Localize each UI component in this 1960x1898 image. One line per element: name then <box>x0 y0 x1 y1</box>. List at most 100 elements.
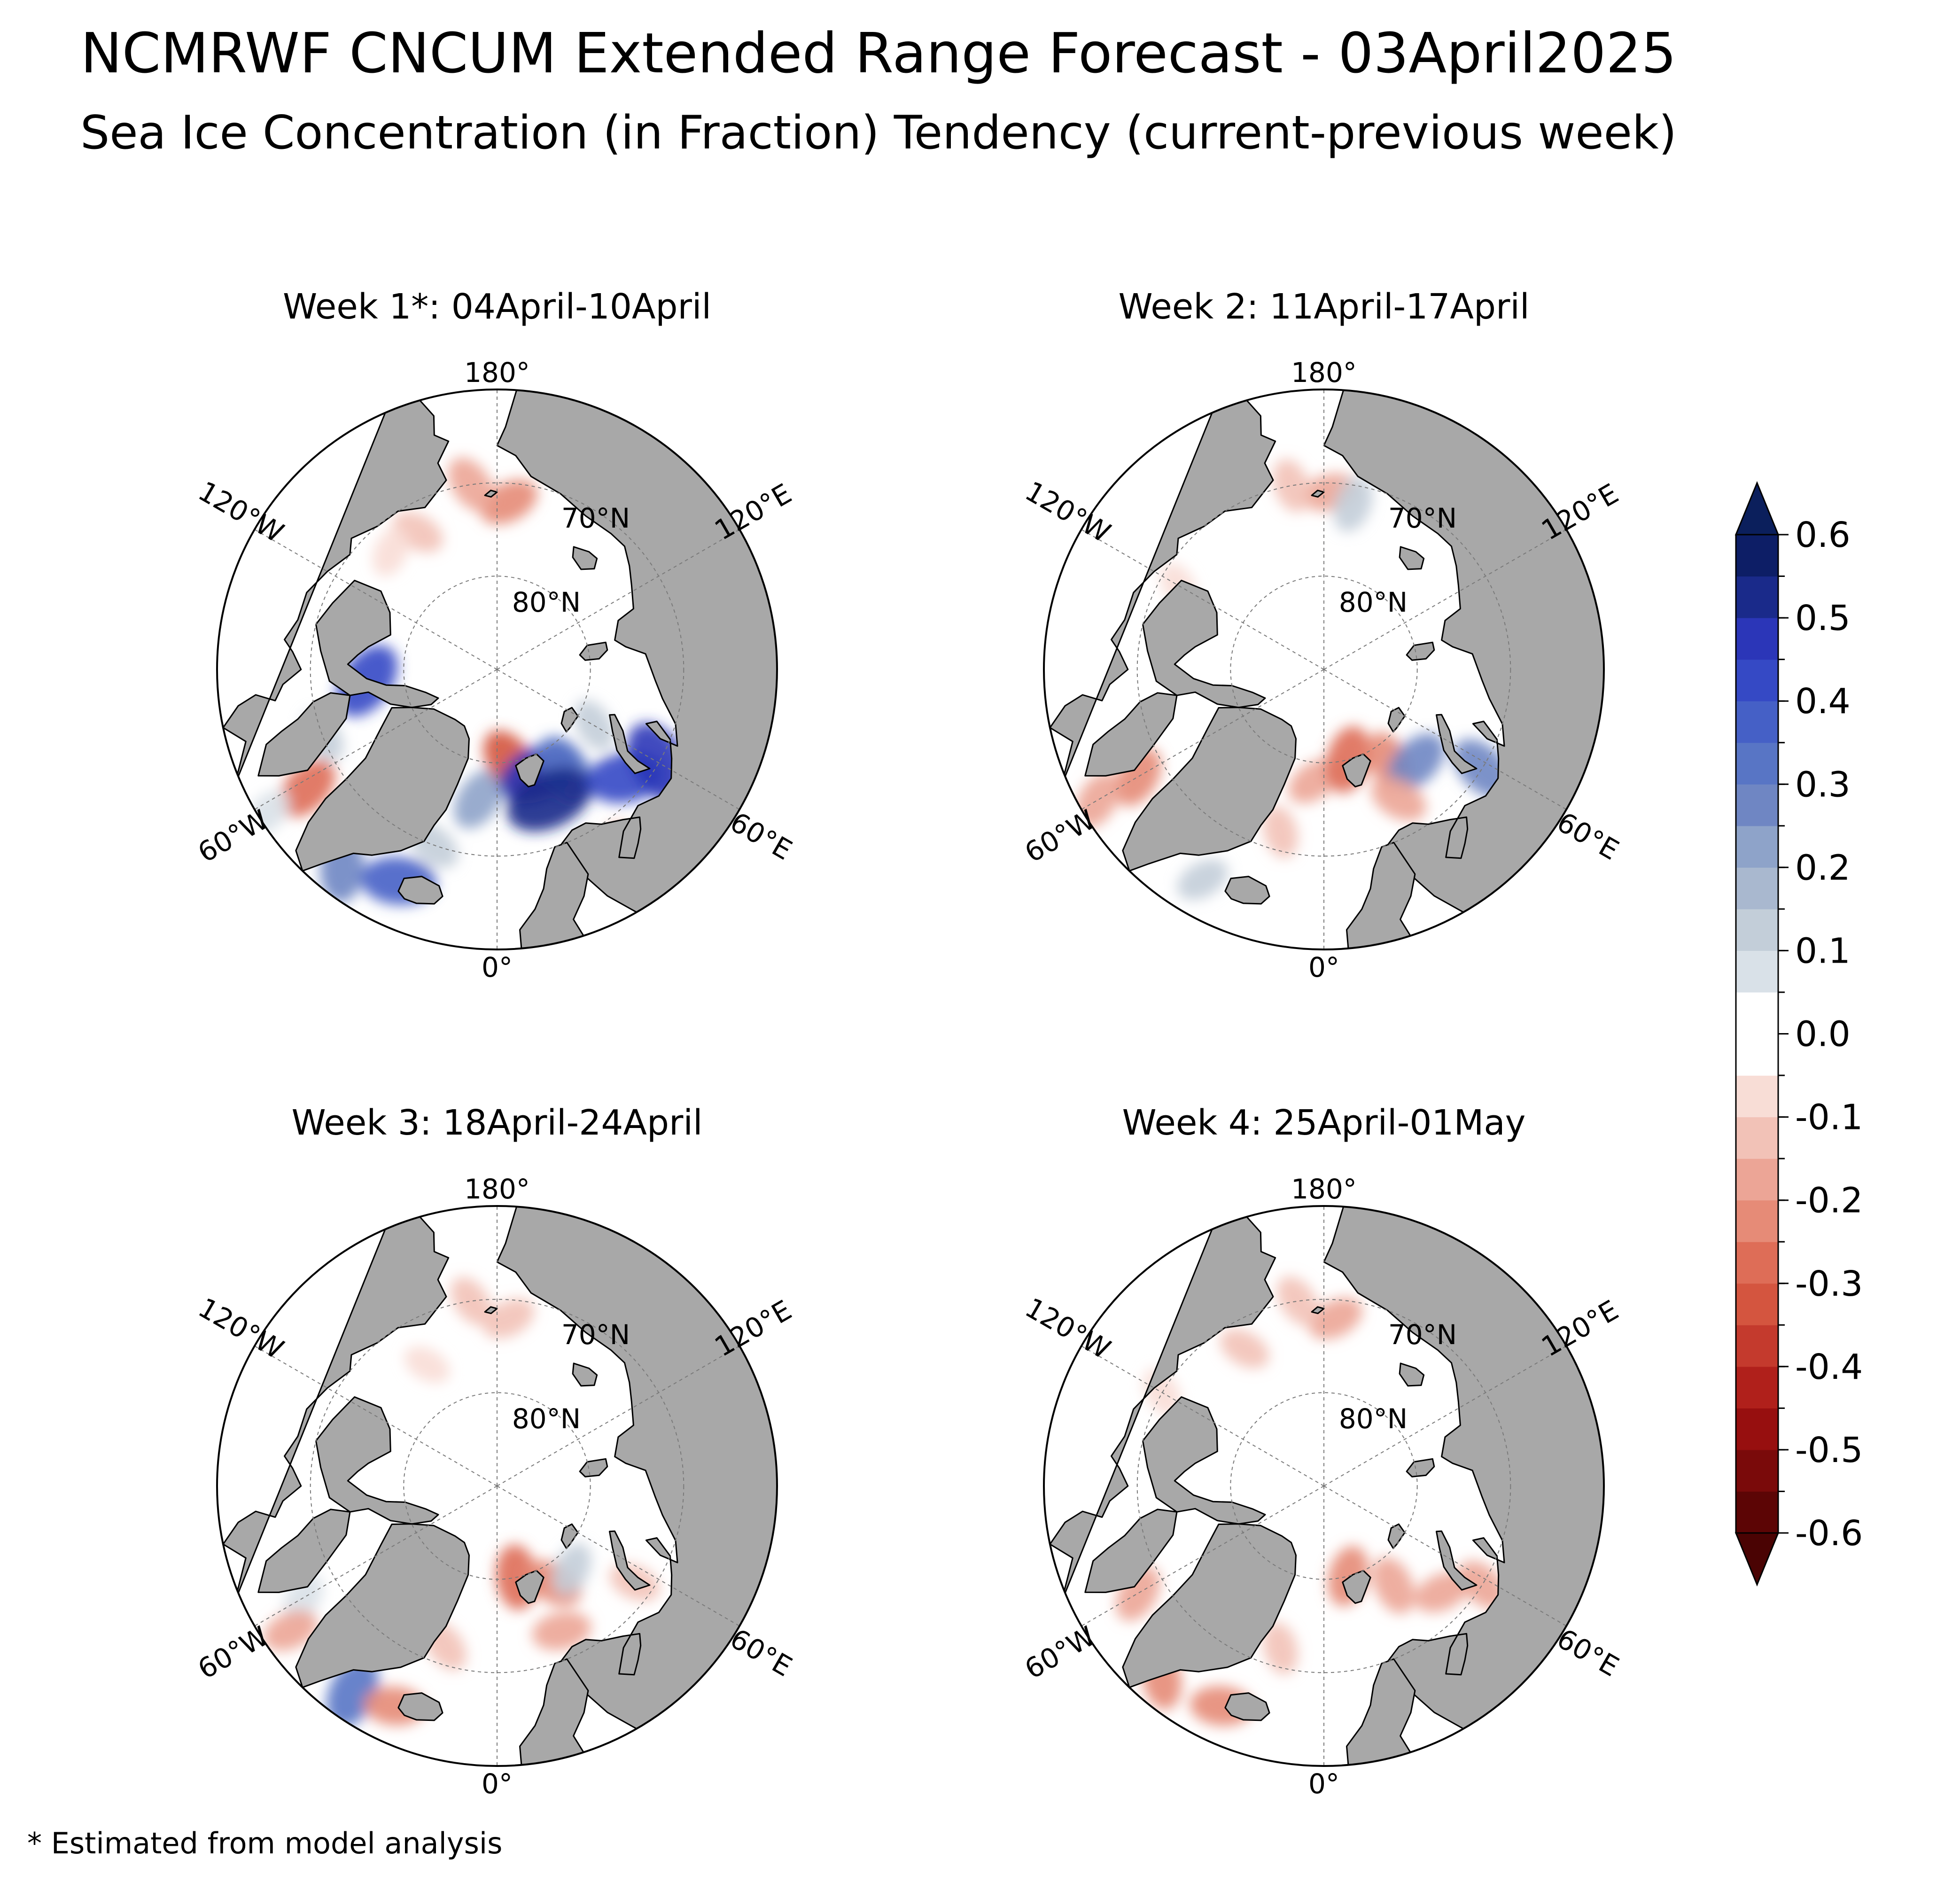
tendency-blob <box>1263 1622 1298 1675</box>
colorbar-tick-label: -0.2 <box>1795 1181 1863 1221</box>
colorbar-segment <box>1736 1283 1778 1325</box>
meridian--60 <box>254 1486 498 1626</box>
grid-label-lon_60W: 60°W <box>1019 803 1101 869</box>
tendency-blob <box>1458 1561 1506 1610</box>
footnote: * Estimated from model analysis <box>27 1826 503 1860</box>
colorbar-extend-max <box>1734 481 1780 536</box>
grid-label-lon_60W: 60°W <box>193 803 274 869</box>
colorbar-segment <box>1736 742 1778 785</box>
graticule <box>1081 1206 1567 1766</box>
colorbar-segment <box>1736 1242 1778 1284</box>
grid-label-lat_80: 80°N <box>1339 586 1408 618</box>
land-iceland <box>397 876 443 905</box>
land-greenland <box>1122 1523 1297 1688</box>
land-masses <box>222 389 777 949</box>
tendency-blob <box>453 769 504 829</box>
land-alaska <box>1049 389 1276 801</box>
tendency-blob <box>1371 777 1426 821</box>
land-newSiberian <box>1399 546 1425 570</box>
tendency-blob <box>552 1543 591 1595</box>
colorbar-tick-label: 0.4 <box>1795 681 1851 722</box>
grid-label-lat_70: 70°N <box>1388 502 1457 534</box>
land-iceland <box>397 1692 443 1721</box>
grid-label-lon_60E: 60°E <box>1552 806 1625 866</box>
land-baffin <box>1084 692 1178 777</box>
land-newSiberian <box>572 1362 598 1387</box>
tendency-blob <box>404 1346 450 1383</box>
land-greenland <box>295 1523 470 1688</box>
parallel-70 <box>310 1299 684 1673</box>
colorbar-segment <box>1736 992 1778 1076</box>
land-wrangel <box>484 1306 498 1315</box>
grid-label-lon_120E: 120°E <box>709 1294 797 1363</box>
meridian-60 <box>497 669 740 810</box>
colorbar-tick-label: -0.5 <box>1795 1430 1863 1470</box>
land-iceland <box>1224 1692 1270 1721</box>
colorbar: 0.6 0.5 0.4 0.3 0.2 0.1 0.0 -0.1 -0.2 -0.3 -0.4 -0.… <box>1734 481 1863 1587</box>
land-baffin <box>257 1509 351 1593</box>
colorbar-segment <box>1736 1491 1778 1533</box>
panel-title: Week 4: 25April-01May <box>1122 1103 1526 1143</box>
colorbar-segment <box>1736 618 1778 660</box>
meridian--60 <box>1081 669 1324 810</box>
land-baffin <box>257 692 351 777</box>
tendency-blob <box>1372 1557 1415 1614</box>
meridian--120 <box>1081 529 1324 670</box>
land-severnaya <box>1406 1458 1435 1478</box>
tendency-blob <box>263 1610 318 1651</box>
land-severnaya <box>1406 641 1435 661</box>
tendency-blob <box>279 759 335 817</box>
grid-label-lat_80: 80°N <box>1339 1403 1408 1435</box>
meridian-60 <box>1323 1486 1567 1626</box>
colorbar-tick-label: 0.3 <box>1795 764 1851 805</box>
colorbar-segment <box>1736 1200 1778 1242</box>
land-alaska <box>222 389 450 801</box>
land-canadianArchipelago <box>315 580 439 708</box>
tendency-blob <box>1177 859 1228 900</box>
land-newSiberian <box>572 546 598 570</box>
land-scandinavia <box>519 841 589 949</box>
tendency-blob <box>1388 733 1445 791</box>
land-greenland <box>295 707 470 872</box>
land-novayaZemlya <box>609 714 651 774</box>
tendency-blob <box>1075 772 1120 828</box>
grid-label-lon_180: 180° <box>1291 1173 1357 1205</box>
grid-label-lat_70: 70°N <box>1388 1319 1457 1351</box>
colorbar-segment <box>1736 659 1778 701</box>
graticule <box>254 389 740 949</box>
land-scandinavia <box>1346 1658 1416 1766</box>
colorbar-tick-label: 0.1 <box>1795 931 1851 971</box>
colorbar-segment <box>1736 576 1778 618</box>
land-wrangel <box>1311 1306 1325 1315</box>
grid-label-lon_60E: 60°E <box>1552 1622 1625 1683</box>
colorbar-segment <box>1736 867 1778 910</box>
land-scandinavia <box>519 1658 589 1766</box>
grid-label-lon_60W: 60°W <box>193 1620 274 1685</box>
parallel-70 <box>1136 1299 1511 1673</box>
grid-label-lon_0: 0° <box>482 951 513 983</box>
land-novayaZemlya <box>1436 1530 1478 1591</box>
panel-title: Week 3: 18April-24April <box>291 1103 702 1143</box>
grid-label-lon_120E: 120°E <box>1536 477 1624 546</box>
land-severnaya <box>579 641 608 661</box>
land-canadianArchipelago <box>1142 580 1266 708</box>
land-iceland <box>1224 876 1270 905</box>
meridian-120 <box>497 529 740 670</box>
meridian-120 <box>497 1346 740 1486</box>
tendency-blob <box>1333 476 1373 532</box>
land-masses <box>1049 1206 1604 1766</box>
grid-label-lon_180: 180° <box>464 1173 530 1205</box>
grid-label-lat_70: 70°N <box>561 1319 630 1351</box>
meridian-120 <box>1323 1346 1567 1486</box>
grid-label-lon_0: 0° <box>1308 1768 1339 1800</box>
colorbar-segment <box>1736 701 1778 743</box>
tendency-blob <box>448 458 494 512</box>
parallel-70 <box>310 482 684 857</box>
grid-label-lon_60E: 60°E <box>725 806 798 866</box>
